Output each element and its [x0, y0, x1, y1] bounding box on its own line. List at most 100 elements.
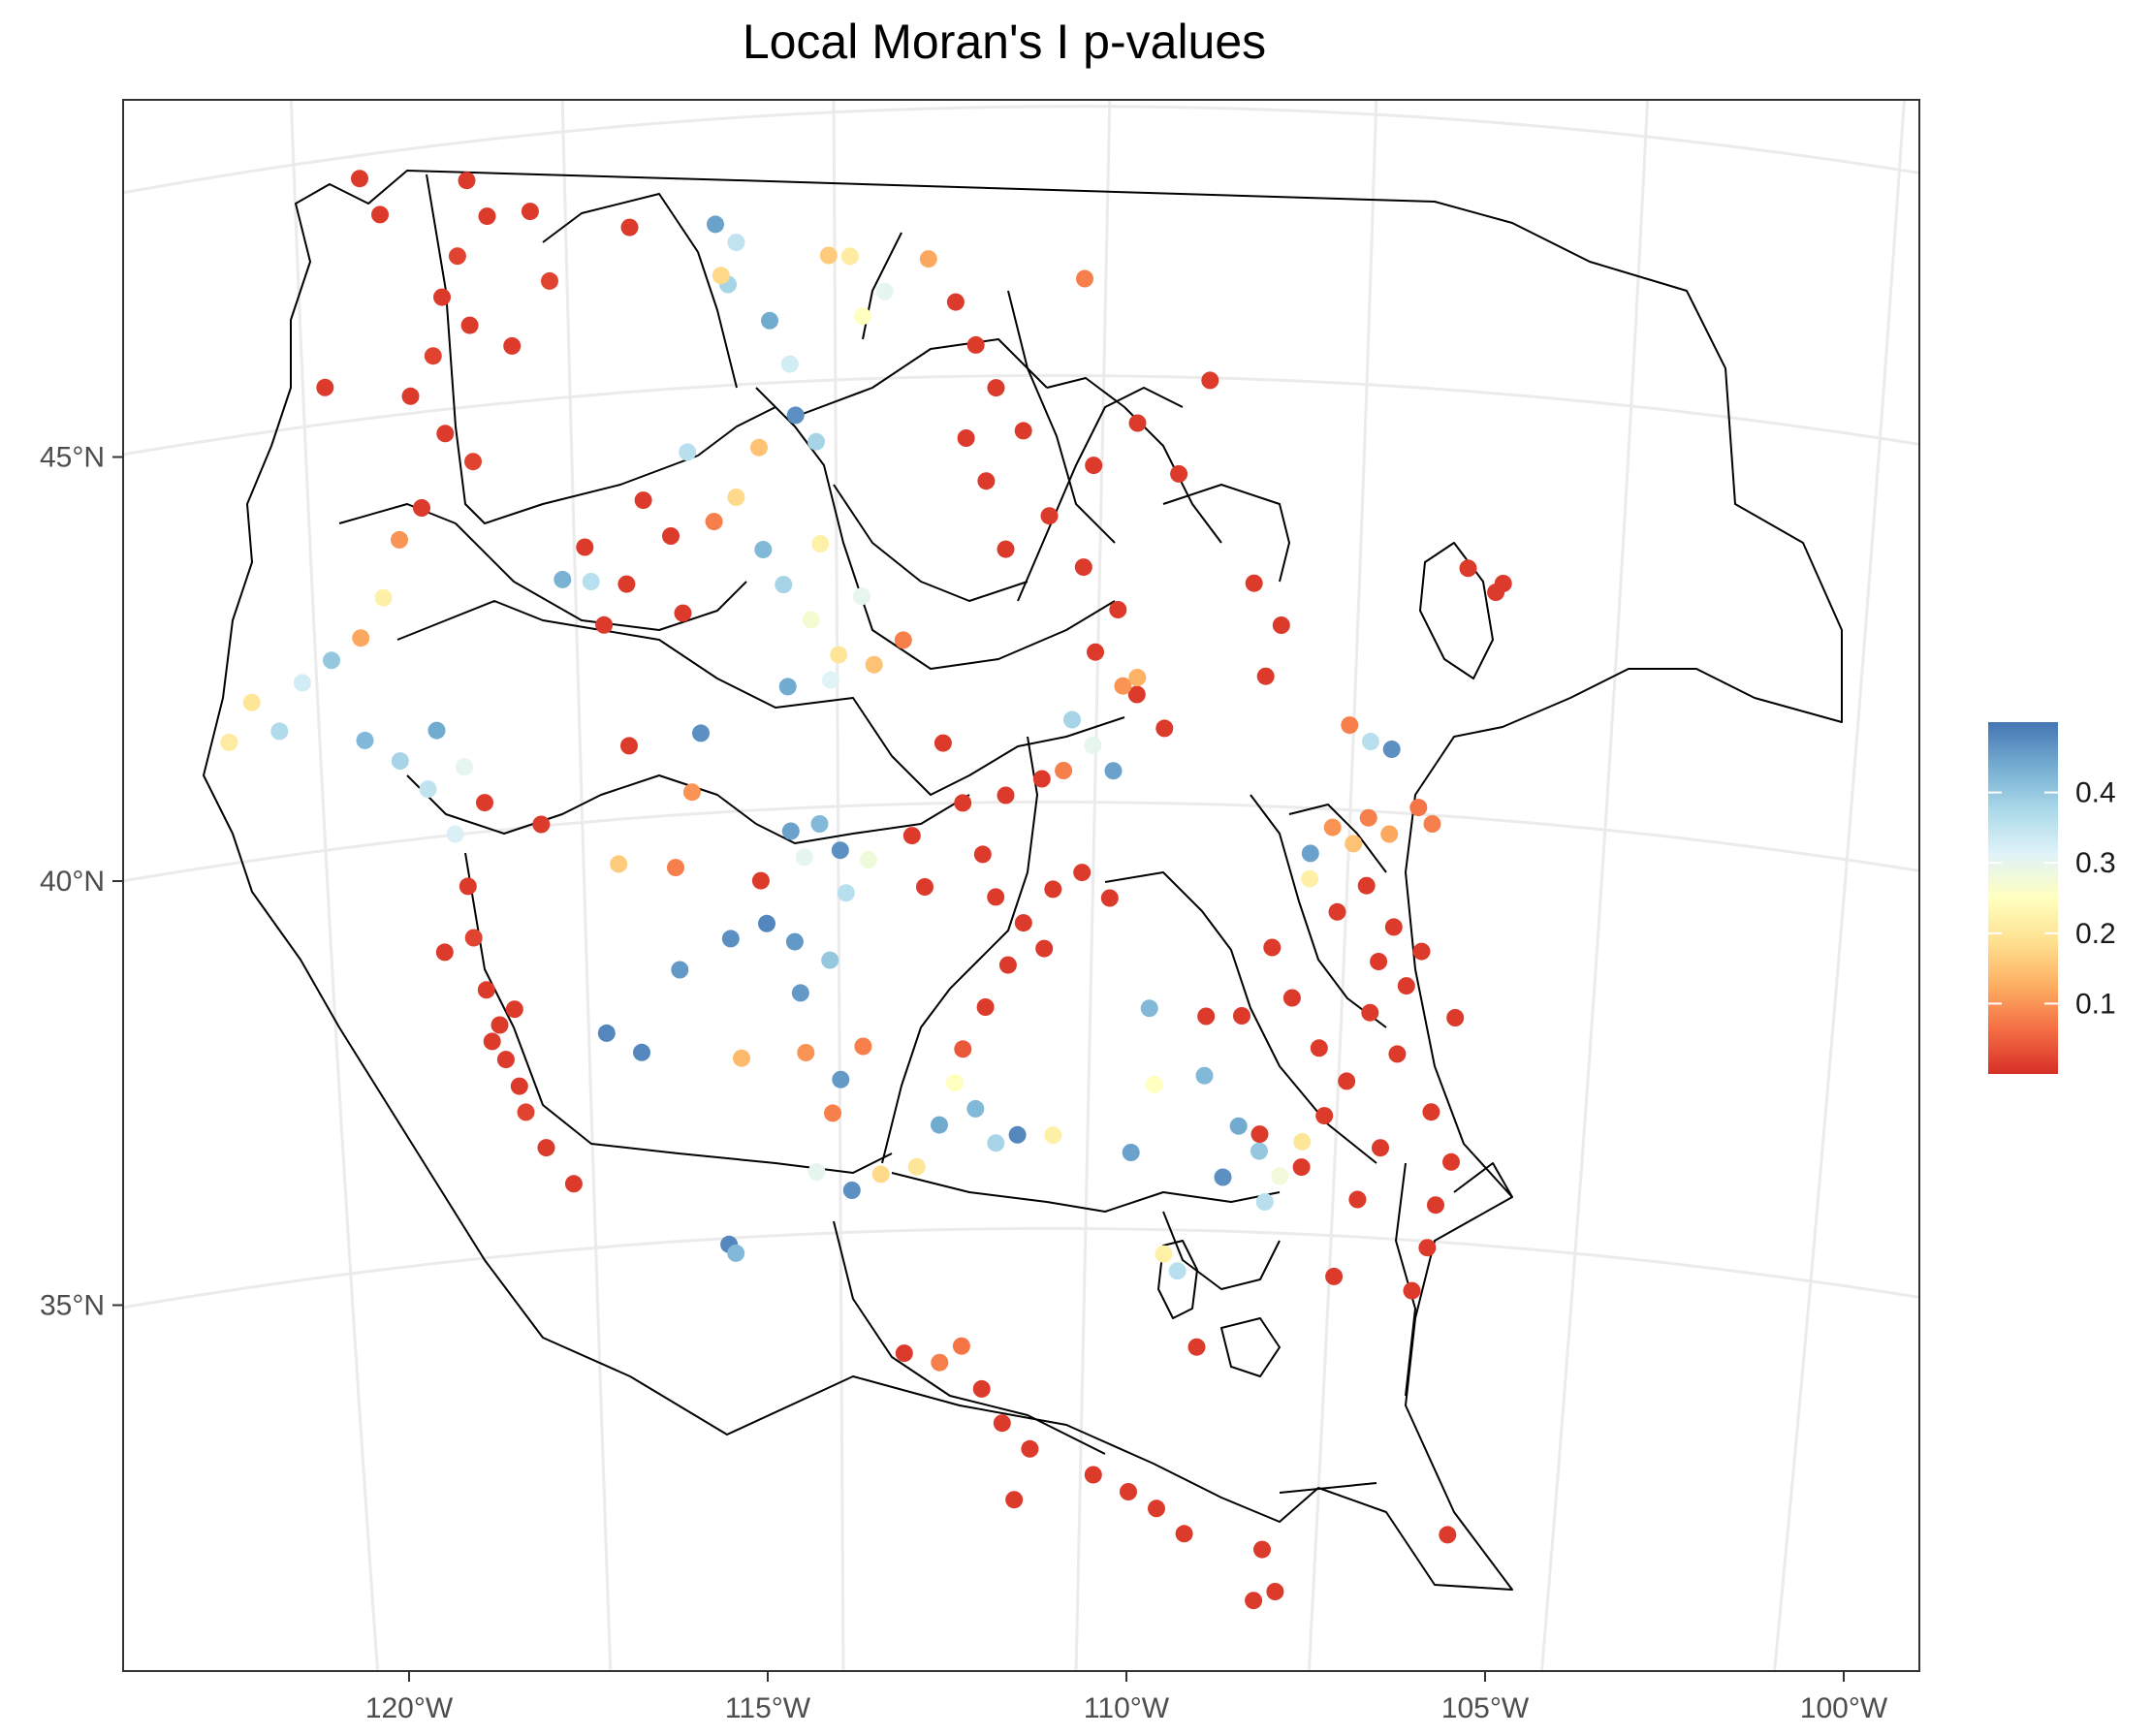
- sample-point: [1341, 716, 1359, 735]
- sample-point: [1044, 1126, 1062, 1145]
- sample-point: [597, 1024, 616, 1042]
- sample-point: [456, 758, 473, 776]
- sample-point: [671, 961, 689, 979]
- sample-point: [1245, 1592, 1263, 1610]
- sample-point: [1272, 616, 1290, 634]
- sample-point: [682, 783, 701, 802]
- sample-point: [919, 250, 937, 268]
- sample-point: [750, 438, 768, 457]
- sample-point: [505, 1000, 523, 1019]
- sample-point: [1005, 1491, 1024, 1509]
- ecoregion-boundary: [455, 522, 747, 631]
- graticule-meridian: [1773, 100, 1906, 1671]
- graticule-meridian: [1074, 100, 1112, 1671]
- map-title: Local Moran's I p-values: [742, 15, 1267, 69]
- sample-point: [865, 655, 883, 674]
- sample-point: [1388, 1045, 1407, 1063]
- sample-point: [595, 615, 614, 634]
- sample-point: [293, 674, 311, 692]
- sample-point: [1197, 1007, 1216, 1026]
- sample-point: [1250, 1142, 1268, 1160]
- sample-point: [754, 541, 773, 558]
- sample-point: [1084, 736, 1102, 754]
- sample-point: [894, 631, 912, 649]
- sample-point: [1076, 269, 1093, 288]
- sample-point: [1338, 1072, 1356, 1090]
- sample-point: [1293, 1132, 1312, 1151]
- sample-point: [1372, 1139, 1389, 1157]
- sample-point: [1310, 1039, 1328, 1057]
- sample-point: [1245, 574, 1263, 592]
- sample-point: [976, 998, 995, 1016]
- isolated-range-outline: [1220, 1317, 1281, 1377]
- sample-point: [821, 951, 839, 969]
- sample-point: [1361, 733, 1379, 750]
- graticule-parallel: [123, 1226, 1919, 1310]
- sample-point: [220, 733, 238, 751]
- sample-point: [824, 1104, 841, 1122]
- sample-point: [1087, 643, 1104, 661]
- x-tick-label: 105°W: [1441, 1692, 1530, 1724]
- sample-point: [761, 311, 778, 330]
- sample-point: [436, 425, 455, 443]
- x-tick-label: 120°W: [365, 1692, 454, 1724]
- sample-point: [778, 678, 797, 696]
- legend-colorbar: [1988, 722, 2058, 1074]
- sample-point: [1271, 1167, 1289, 1185]
- sample-point: [1442, 1152, 1460, 1171]
- sample-point: [973, 845, 992, 864]
- sample-point: [966, 1099, 985, 1118]
- x-tick-label: 110°W: [1084, 1692, 1170, 1724]
- sample-point: [1357, 876, 1376, 895]
- sample-point: [270, 722, 289, 741]
- sample-point: [1315, 1107, 1334, 1125]
- sample-point: [1263, 938, 1282, 957]
- sample-point: [934, 734, 952, 752]
- sample-point: [859, 851, 877, 868]
- sample-point: [483, 1032, 501, 1051]
- graticule-parallel: [123, 373, 1919, 457]
- sample-point: [853, 307, 871, 326]
- sample-point: [785, 932, 804, 951]
- sample-point: [1214, 1168, 1232, 1186]
- sample-point: [1145, 1075, 1163, 1093]
- sample-point: [998, 956, 1017, 974]
- sample-point: [662, 527, 680, 545]
- sample-point: [424, 347, 442, 365]
- sample-point: [323, 651, 340, 670]
- sample-point: [1328, 902, 1346, 921]
- sample-point: [1384, 918, 1403, 936]
- sample-point: [1140, 999, 1158, 1018]
- sample-point: [758, 914, 775, 932]
- graticule-meridian: [289, 100, 380, 1671]
- sample-point: [1255, 1193, 1274, 1211]
- sample-point: [957, 429, 975, 447]
- sample-point: [1035, 939, 1054, 958]
- sample-point: [721, 930, 740, 948]
- panel-background: [123, 100, 1919, 1671]
- sample-point: [1403, 1281, 1421, 1300]
- sample-point: [316, 378, 334, 396]
- sample-point: [464, 929, 483, 947]
- sample-point: [1301, 844, 1319, 863]
- sample-point: [842, 1182, 861, 1199]
- sample-point: [1187, 1338, 1206, 1356]
- sample-point: [707, 215, 724, 234]
- sample-point: [491, 1016, 509, 1034]
- sample-point: [1446, 1009, 1465, 1026]
- sample-point: [433, 288, 451, 306]
- ecoregion-boundary: [1395, 1162, 1416, 1397]
- sample-point: [952, 1337, 970, 1355]
- graticule-meridian: [832, 100, 845, 1671]
- ecoregion-boundary: [338, 503, 457, 524]
- sample-point: [840, 247, 859, 266]
- ecoregion-boundary: [1007, 290, 1116, 544]
- sample-point: [1380, 825, 1399, 843]
- sample-point: [795, 848, 813, 867]
- sample-point: [1170, 464, 1188, 483]
- sample-point: [966, 335, 985, 354]
- sample-point: [807, 1163, 826, 1182]
- sample-point: [775, 576, 793, 594]
- sample-point: [831, 841, 849, 860]
- sample-point: [1127, 685, 1146, 704]
